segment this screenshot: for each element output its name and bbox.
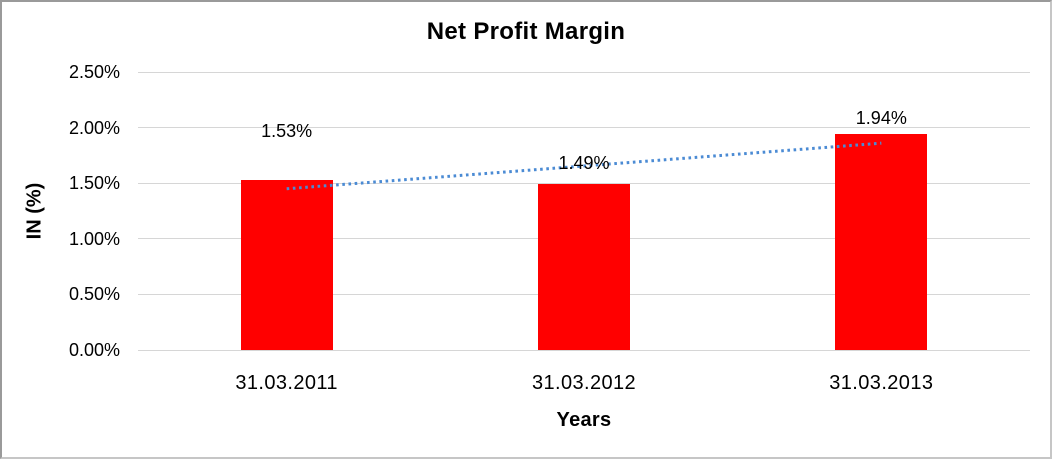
bar [240, 179, 333, 350]
x-axis-category-label: 31.03.2013 [829, 372, 934, 394]
y-axis-tick-label: 1.00% [68, 228, 120, 249]
gridline [138, 71, 1030, 73]
gridline [138, 127, 1030, 129]
y-axis-title-text: IN (%) [23, 182, 46, 240]
trendline [286, 141, 882, 191]
bar [835, 134, 928, 350]
x-axis-category-label: 31.03.2011 [235, 372, 338, 394]
trendline-segment [286, 141, 882, 191]
y-axis-tick-label: 0.50% [68, 284, 120, 305]
x-axis-category-label: 31.03.2012 [531, 372, 637, 394]
y-axis-title: IN (%) [16, 72, 54, 350]
bar-value-label: 1.94% [855, 108, 907, 129]
bar-value-label: 1.49% [558, 153, 610, 174]
plot-area: 0.00% 0.50% 1.00% 1.50% 2.00% 2.50% 1.53% 31.03… [69, 62, 1030, 394]
x-axis-title: Years [556, 409, 612, 431]
bar-value-label: 1.53% [261, 120, 313, 141]
y-axis-tick-label: 1.50% [68, 173, 120, 194]
y-axis-tick-label: 2.00% [68, 117, 120, 138]
chart-title: Net Profit Margin [426, 18, 626, 45]
y-axis-tick-label: 2.50% [68, 62, 120, 82]
gridline [138, 182, 1030, 184]
gridline [138, 349, 1030, 351]
y-axis-tick-label: 0.00% [68, 340, 120, 360]
bar [538, 184, 630, 350]
